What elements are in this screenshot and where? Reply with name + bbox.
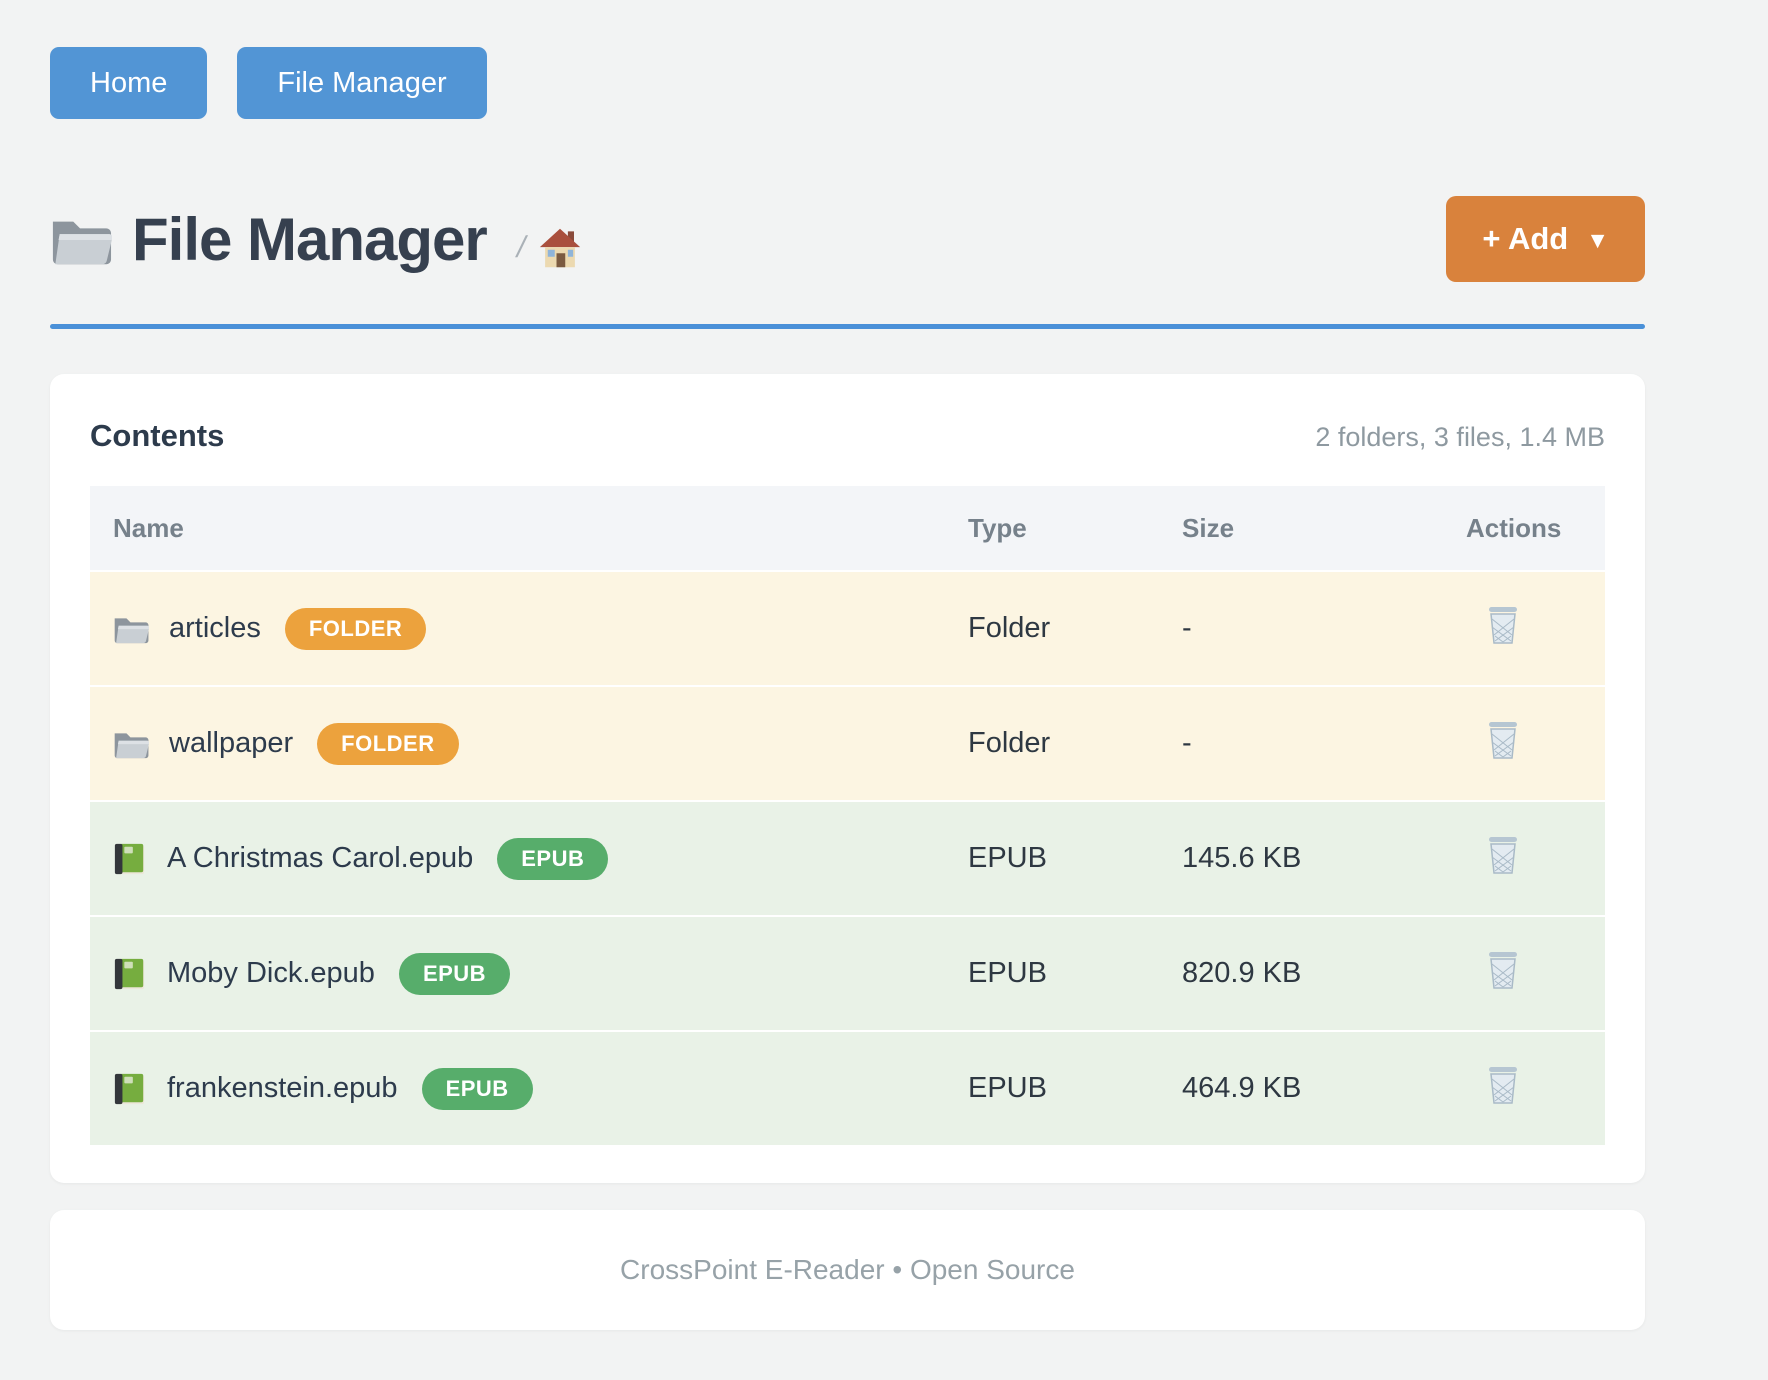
top-nav: Home File Manager xyxy=(50,47,1645,119)
file-name-cell: frankenstein.epub EPUB xyxy=(90,1067,968,1110)
contents-card: Contents 2 folders, 3 files, 1.4 MB Name… xyxy=(50,374,1645,1183)
file-name[interactable]: A Christmas Carol.epub xyxy=(167,842,474,874)
actions-cell xyxy=(1466,605,1605,653)
actions-cell xyxy=(1466,835,1605,883)
type-cell: EPUB xyxy=(968,1072,1047,1104)
table-row[interactable]: frankenstein.epub EPUB EPUB 464.9 KB xyxy=(90,1030,1605,1145)
file-table: Name Type Size Actions articles FOLDER F… xyxy=(90,486,1605,1145)
book-icon xyxy=(114,1073,145,1104)
epub-badge: EPUB xyxy=(398,952,511,995)
book-icon xyxy=(114,843,145,874)
nav-home-button[interactable]: Home xyxy=(50,47,208,119)
column-header-actions: Actions xyxy=(1466,512,1562,543)
delete-button[interactable] xyxy=(1486,835,1520,875)
nav-file-manager-button[interactable]: File Manager xyxy=(237,47,487,119)
file-name[interactable]: Moby Dick.epub xyxy=(167,957,375,989)
trash-icon xyxy=(1488,1065,1518,1104)
footer: CrossPoint E-Reader • Open Source xyxy=(50,1210,1645,1330)
table-row[interactable]: articles FOLDER Folder - xyxy=(90,570,1605,685)
footer-text: CrossPoint E-Reader • Open Source xyxy=(620,1254,1075,1285)
add-button[interactable]: + Add ▼ xyxy=(1446,196,1645,282)
home-icon[interactable] xyxy=(539,227,581,269)
table-row[interactable]: wallpaper FOLDER Folder - xyxy=(90,685,1605,800)
page-title-group: File Manager / xyxy=(50,205,581,274)
delete-button[interactable] xyxy=(1486,720,1520,760)
page-header: File Manager / + Add ▼ xyxy=(50,196,1645,282)
file-name-cell: Moby Dick.epub EPUB xyxy=(90,952,968,995)
contents-card-header: Contents 2 folders, 3 files, 1.4 MB xyxy=(90,412,1605,454)
folder-icon xyxy=(114,618,149,644)
size-cell: 820.9 KB xyxy=(1182,957,1302,989)
folder-icon xyxy=(114,733,149,759)
type-cell: Folder xyxy=(968,727,1051,759)
chevron-down-icon: ▼ xyxy=(1586,227,1609,253)
breadcrumb: / xyxy=(513,227,581,269)
epub-badge: EPUB xyxy=(497,837,609,880)
type-cell: EPUB xyxy=(968,842,1047,874)
actions-cell xyxy=(1466,1065,1605,1113)
file-name[interactable]: articles xyxy=(169,612,261,644)
actions-cell xyxy=(1466,950,1605,998)
file-name[interactable]: wallpaper xyxy=(169,727,294,759)
column-header-size: Size xyxy=(1182,512,1235,543)
size-cell: - xyxy=(1182,727,1192,759)
trash-icon xyxy=(1488,605,1518,644)
title-divider xyxy=(50,324,1645,329)
delete-button[interactable] xyxy=(1486,605,1520,645)
type-cell: Folder xyxy=(968,612,1051,644)
epub-badge: EPUB xyxy=(421,1067,533,1110)
type-cell: EPUB xyxy=(968,957,1047,989)
column-header-type: Type xyxy=(968,512,1027,543)
size-cell: 464.9 KB xyxy=(1182,1072,1302,1104)
add-button-label: + Add xyxy=(1482,221,1569,256)
file-name-cell: articles FOLDER xyxy=(90,607,968,650)
file-name[interactable]: frankenstein.epub xyxy=(167,1072,398,1104)
size-cell: - xyxy=(1182,612,1192,644)
folder-badge: FOLDER xyxy=(317,722,459,765)
contents-summary: 2 folders, 3 files, 1.4 MB xyxy=(1315,422,1605,452)
folder-icon xyxy=(52,221,112,265)
folder-badge: FOLDER xyxy=(284,607,427,650)
breadcrumb-separator: / xyxy=(513,231,529,264)
table-row[interactable]: Moby Dick.epub EPUB EPUB 820.9 KB xyxy=(90,915,1605,1030)
page: Home File Manager File Manager / + Add ▼… xyxy=(50,0,1645,1330)
contents-heading: Contents xyxy=(90,418,225,453)
page-title: File Manager xyxy=(132,205,488,273)
delete-button[interactable] xyxy=(1486,1065,1520,1105)
file-name-cell: wallpaper FOLDER xyxy=(90,722,968,765)
delete-button[interactable] xyxy=(1486,950,1520,990)
file-name-cell: A Christmas Carol.epub EPUB xyxy=(90,837,968,880)
book-icon xyxy=(114,958,145,989)
size-cell: 145.6 KB xyxy=(1182,842,1302,874)
trash-icon xyxy=(1488,720,1518,759)
table-header-row: Name Type Size Actions xyxy=(90,486,1605,570)
trash-icon xyxy=(1488,950,1518,989)
trash-icon xyxy=(1488,835,1518,874)
actions-cell xyxy=(1466,720,1605,768)
table-row[interactable]: A Christmas Carol.epub EPUB EPUB 145.6 K… xyxy=(90,800,1605,915)
column-header-name: Name xyxy=(113,512,184,543)
